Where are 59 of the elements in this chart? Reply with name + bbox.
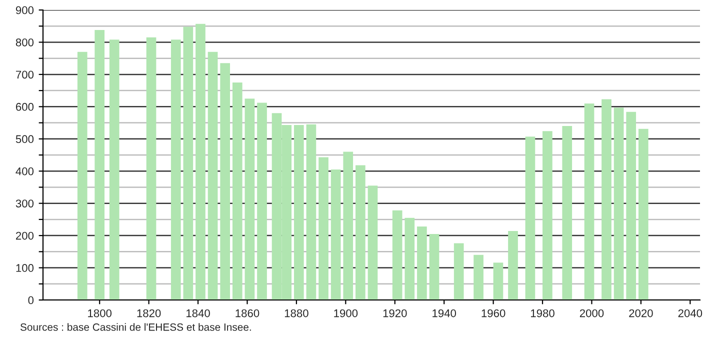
bar xyxy=(170,40,181,300)
source-note: Sources : base Cassini de l'EHESS et base Insee. xyxy=(20,323,251,331)
bar xyxy=(602,99,612,300)
bar xyxy=(318,157,328,300)
x-tick-label: 2000 xyxy=(580,309,604,318)
bar xyxy=(356,165,366,300)
bar xyxy=(94,30,105,300)
x-tick-label: 1940 xyxy=(432,309,456,318)
y-tick-label: 400 xyxy=(16,167,34,176)
bar xyxy=(294,125,304,300)
y-tick-label: 600 xyxy=(16,102,34,111)
x-tick-label: 1860 xyxy=(236,309,260,318)
bar xyxy=(306,124,316,300)
bar xyxy=(508,231,518,300)
bar xyxy=(146,37,156,300)
bar xyxy=(542,131,552,300)
y-tick-label: 900 xyxy=(16,6,34,14)
y-tick-label: 500 xyxy=(16,135,34,144)
y-tick-label: 200 xyxy=(16,232,34,240)
bar xyxy=(638,128,648,300)
y-tick-label: 700 xyxy=(16,70,34,79)
x-tick-label: 1900 xyxy=(334,309,358,318)
bar xyxy=(392,210,402,300)
bar xyxy=(562,126,572,300)
bar xyxy=(454,243,464,300)
bar xyxy=(525,136,536,300)
bar xyxy=(626,112,636,300)
x-tick-label: 2040 xyxy=(678,309,702,318)
y-tick-label: 800 xyxy=(16,38,34,46)
y-tick-label: 300 xyxy=(16,200,34,208)
bar xyxy=(368,186,378,300)
bar xyxy=(343,152,354,300)
bar xyxy=(77,52,88,300)
x-tick-label: 2020 xyxy=(629,309,653,318)
bar xyxy=(220,63,230,300)
bar xyxy=(109,40,120,300)
bar xyxy=(208,52,218,300)
bar xyxy=(330,170,341,300)
bar xyxy=(404,218,415,300)
x-tick-label: 1960 xyxy=(482,309,506,318)
bar xyxy=(584,103,594,300)
bar xyxy=(429,234,440,300)
x-tick-label: 1920 xyxy=(383,309,407,318)
bar xyxy=(244,98,255,300)
bar xyxy=(232,82,242,300)
bar xyxy=(196,24,206,300)
y-tick-label: 0 xyxy=(28,296,34,304)
x-tick-label: 1840 xyxy=(186,309,210,318)
bar xyxy=(614,108,624,300)
bar xyxy=(493,262,504,300)
x-tick-label: 1800 xyxy=(88,309,112,318)
bar xyxy=(183,26,194,300)
x-tick-label: 1980 xyxy=(531,309,554,318)
bar xyxy=(474,254,484,300)
bar xyxy=(257,102,267,300)
x-tick-label: 1880 xyxy=(284,309,308,318)
x-tick-label: 1820 xyxy=(137,309,161,318)
y-tick-label: 100 xyxy=(16,264,34,272)
bar xyxy=(417,226,427,300)
